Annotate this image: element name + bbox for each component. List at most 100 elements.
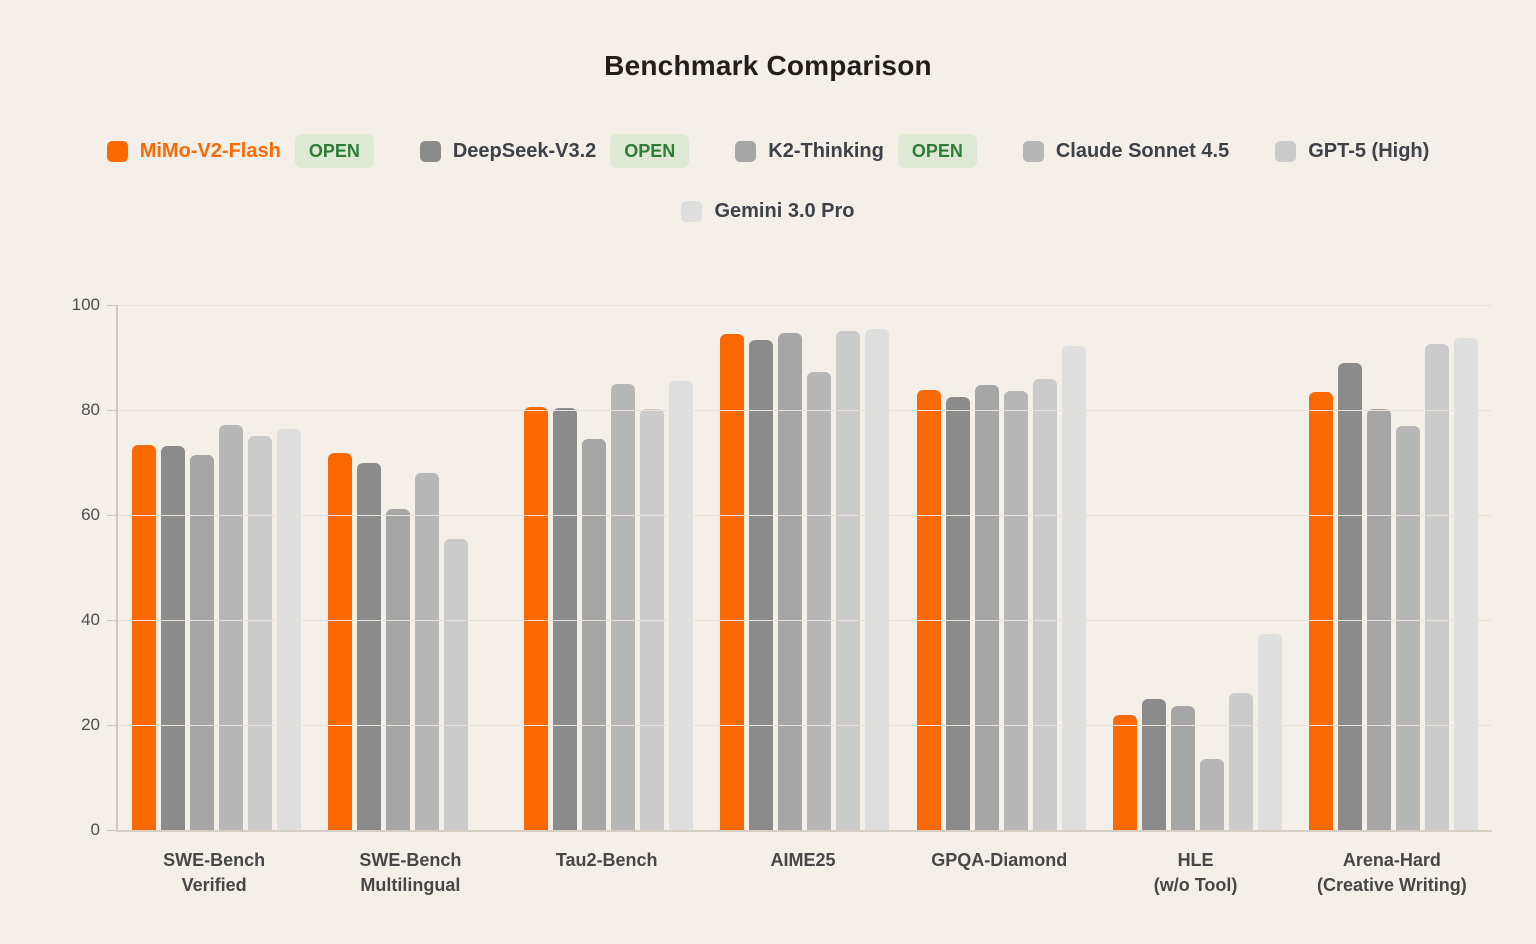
bar-gemini-3-0-pro-arena-hard-creative-writing[interactable] — [1454, 337, 1479, 830]
y-axis-tick-80: 80 — [81, 400, 100, 419]
bar-k2-thinking-swe-bench-multilingual[interactable] — [385, 509, 410, 830]
bar-k2-thinking-tau2-bench[interactable] — [582, 438, 607, 830]
bar-gpt-5-high-swe-bench-verified[interactable] — [247, 436, 272, 830]
bar-mimo-v2-flash-hle-w-o-tool[interactable] — [1113, 714, 1138, 830]
gridline-60 — [118, 515, 1492, 516]
bar-gpt-5-high-arena-hard-creative-writing[interactable] — [1425, 344, 1450, 830]
bar-gemini-3-0-pro-hle-w-o-tool[interactable] — [1258, 633, 1283, 830]
bar-slot — [414, 305, 439, 830]
bar-claude-sonnet-4-5-aime25[interactable] — [807, 371, 832, 830]
bar-deepseek-v3-2-tau2-bench[interactable] — [553, 408, 578, 830]
bar-group-arena-hard-creative-writing — [1296, 305, 1492, 830]
bar-k2-thinking-gpqa-diamond[interactable] — [974, 384, 999, 830]
legend-label: MiMo-V2-Flash — [139, 139, 281, 162]
bar-gpt-5-high-hle-w-o-tool[interactable] — [1229, 692, 1254, 830]
bar-gpt-5-high-tau2-bench[interactable] — [640, 408, 665, 830]
bar-gpt-5-high-aime25[interactable] — [836, 331, 861, 830]
bar-deepseek-v3-2-hle-w-o-tool[interactable] — [1142, 698, 1167, 830]
bar-slot — [1425, 305, 1450, 830]
bar-mimo-v2-flash-aime25[interactable] — [720, 334, 745, 830]
bar-slot — [1113, 305, 1138, 830]
bar-claude-sonnet-4-5-gpqa-diamond[interactable] — [1003, 390, 1028, 830]
bar-gemini-3-0-pro-swe-bench-verified[interactable] — [276, 429, 301, 830]
bar-deepseek-v3-2-aime25[interactable] — [749, 339, 774, 830]
bar-slot — [807, 305, 832, 830]
legend-label: GPT-5 (High) — [1308, 139, 1430, 162]
bar-deepseek-v3-2-swe-bench-verified[interactable] — [160, 446, 185, 830]
bar-gemini-3-0-pro-tau2-bench[interactable] — [669, 380, 694, 830]
bar-slot — [974, 305, 999, 830]
bar-k2-thinking-hle-w-o-tool[interactable] — [1171, 705, 1196, 830]
legend-label: Claude Sonnet 4.5 — [1055, 139, 1230, 162]
bar-deepseek-v3-2-swe-bench-multilingual[interactable] — [356, 462, 381, 830]
plot-area — [116, 305, 1492, 832]
bar-gemini-3-0-pro-aime25[interactable] — [865, 329, 890, 830]
bar-slot — [1200, 305, 1225, 830]
bar-group-swe-bench-multilingual — [314, 305, 510, 830]
x-axis-label-swe-bench-verified: SWE-Bench Verified — [163, 850, 266, 895]
bar-k2-thinking-swe-bench-verified[interactable] — [189, 455, 214, 830]
bar-slot — [1229, 305, 1254, 830]
bar-slot — [276, 305, 301, 830]
legend-swatch-icon — [106, 140, 128, 162]
bar-k2-thinking-aime25[interactable] — [778, 332, 803, 830]
bar-slot — [189, 305, 214, 830]
legend-item-gemini-3-0-pro[interactable]: Gemini 3.0 Pro — [681, 200, 855, 223]
y-axis-tick-40: 40 — [81, 610, 100, 629]
bar-mimo-v2-flash-swe-bench-verified[interactable] — [131, 444, 156, 830]
bar-groups — [118, 305, 1492, 830]
y-axis-tickmark — [107, 830, 116, 831]
bar-claude-sonnet-4-5-tau2-bench[interactable] — [611, 383, 636, 830]
bar-slot — [916, 305, 941, 830]
open-badge: OPEN — [610, 134, 690, 168]
bar-k2-thinking-arena-hard-creative-writing[interactable] — [1367, 408, 1392, 830]
bar-deepseek-v3-2-arena-hard-creative-writing[interactable] — [1338, 362, 1363, 830]
legend-label: K2-Thinking — [768, 139, 884, 162]
bar-claude-sonnet-4-5-swe-bench-multilingual[interactable] — [414, 473, 439, 830]
y-axis-tickmark — [107, 515, 116, 516]
bar-slot — [247, 305, 272, 830]
y-axis-tickmark — [107, 410, 116, 411]
bar-gemini-3-0-pro-gpqa-diamond[interactable] — [1061, 345, 1086, 830]
bar-slot — [1032, 305, 1057, 830]
bar-slot — [945, 305, 970, 830]
bar-slot — [160, 305, 185, 830]
legend-swatch-icon — [1275, 140, 1297, 162]
bar-claude-sonnet-4-5-hle-w-o-tool[interactable] — [1200, 759, 1225, 830]
bar-deepseek-v3-2-gpqa-diamond[interactable] — [945, 397, 970, 830]
bar-slot — [131, 305, 156, 830]
legend-swatch-icon — [735, 140, 757, 162]
bar-gpt-5-high-swe-bench-multilingual[interactable] — [443, 539, 468, 830]
bar-slot — [1142, 305, 1167, 830]
y-axis-tick-100: 100 — [71, 295, 100, 314]
bar-mimo-v2-flash-tau2-bench[interactable] — [524, 407, 549, 830]
bar-group-hle-w-o-tool — [1099, 305, 1295, 830]
bar-slot — [640, 305, 665, 830]
legend-item-mimo-v2-flash[interactable]: MiMo-V2-Flash OPEN — [106, 134, 374, 168]
y-axis-tickmark — [107, 305, 116, 306]
x-axis-label-tau2-bench: Tau2-Bench — [555, 850, 658, 870]
legend-swatch-icon — [1022, 140, 1044, 162]
bar-mimo-v2-flash-arena-hard-creative-writing[interactable] — [1309, 391, 1334, 830]
bar-claude-sonnet-4-5-arena-hard-creative-writing[interactable] — [1396, 426, 1421, 830]
bar-gpt-5-high-gpqa-diamond[interactable] — [1032, 379, 1057, 830]
x-axis-label-swe-bench-multilingual: SWE-Bench Multilingual — [359, 850, 462, 895]
legend-swatch-icon — [681, 201, 703, 222]
bar-mimo-v2-flash-gpqa-diamond[interactable] — [916, 389, 941, 830]
bar-mimo-v2-flash-swe-bench-multilingual[interactable] — [327, 453, 352, 830]
bar-slot — [611, 305, 636, 830]
legend-item-k2-thinking[interactable]: K2-Thinking OPEN — [735, 134, 977, 168]
legend-item-deepseek-v3-2[interactable]: DeepSeek-V3.2 OPEN — [419, 134, 690, 168]
legend-label: DeepSeek-V3.2 — [452, 139, 597, 162]
bar-slot — [1061, 305, 1086, 830]
x-axis-label-arena-hard-creative-writing: Arena-Hard (Creative Writing) — [1317, 850, 1467, 895]
bar-slot — [1171, 305, 1196, 830]
bar-slot — [669, 305, 694, 830]
legend-row-1: MiMo-V2-Flash OPEN DeepSeek-V3.2 OPEN K2-Thi… — [0, 134, 1536, 168]
y-axis-tickmark — [107, 725, 116, 726]
bar-group-tau2-bench — [511, 305, 707, 830]
legend-item-gpt-5-high[interactable]: GPT-5 (High) — [1275, 140, 1429, 163]
legend-item-claude-sonnet-4-5[interactable]: Claude Sonnet 4.5 — [1022, 139, 1230, 163]
open-badge: OPEN — [294, 134, 374, 168]
bar-claude-sonnet-4-5-swe-bench-verified[interactable] — [218, 424, 243, 830]
